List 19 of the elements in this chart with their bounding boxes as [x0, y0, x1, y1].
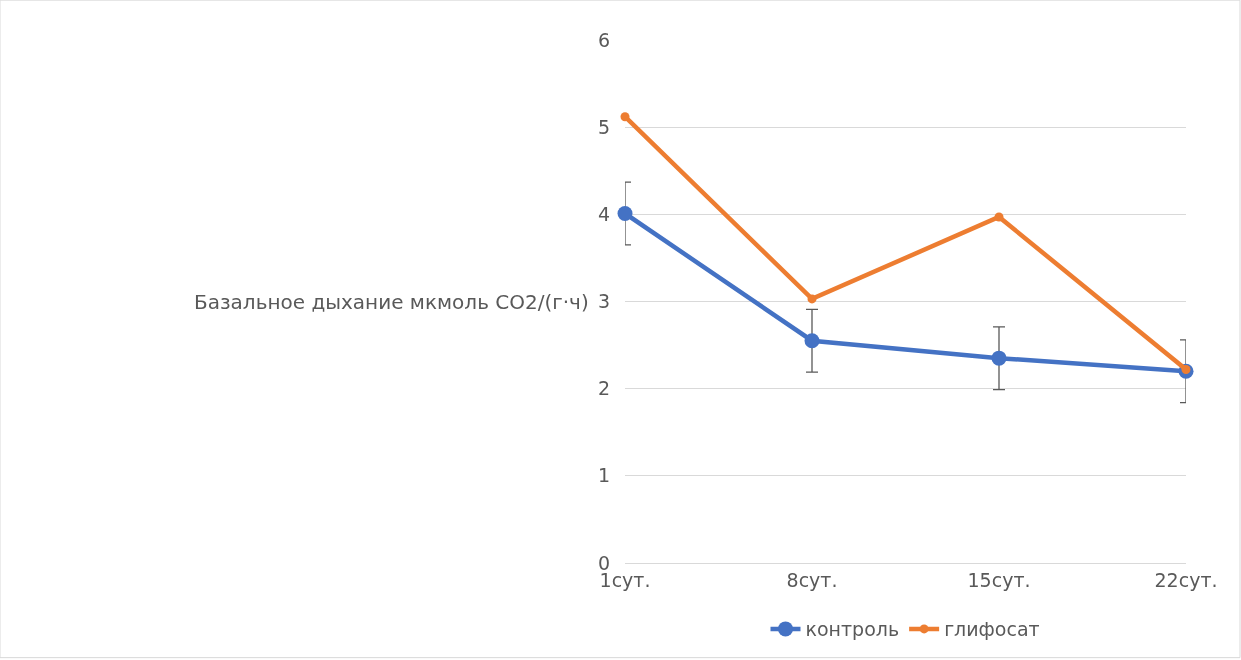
y-tick-label: 5 [597, 115, 610, 138]
y-tick-label: 1 [597, 464, 610, 487]
legend-label: глифосат [944, 618, 1040, 641]
x-tick-label: 15сут. [967, 568, 1031, 591]
x-tick-label: 22сут. [1154, 568, 1218, 591]
point [807, 294, 817, 304]
point [620, 112, 630, 122]
y-tick-label: 6 [597, 28, 610, 51]
legend-label: контроль [805, 618, 900, 641]
point [804, 333, 820, 349]
y-tick-label: 0 [597, 551, 610, 574]
y-tick-label: 3 [597, 290, 610, 313]
x-tick-label: 8сут. [786, 568, 838, 591]
y-tick-label: 2 [597, 377, 610, 400]
point [994, 212, 1004, 222]
point [617, 205, 633, 221]
point [991, 350, 1007, 366]
y-axis-title: Базальное дыхание мкмоль CO2/(г·ч) [194, 290, 589, 314]
y-tick-label: 4 [597, 202, 610, 225]
